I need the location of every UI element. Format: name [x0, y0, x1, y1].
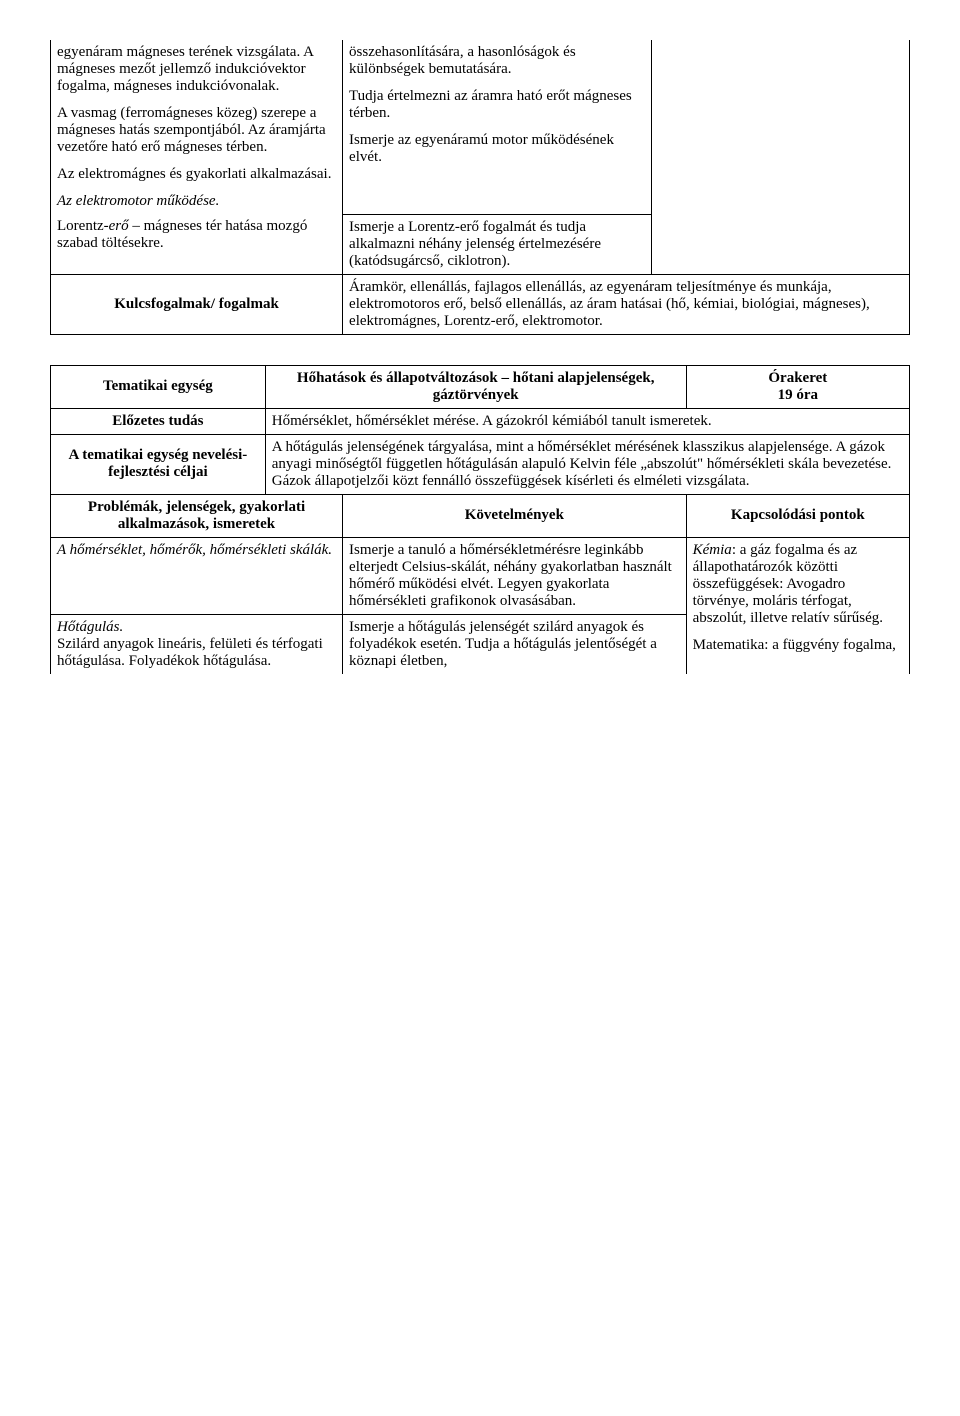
col-header-requirements: Követelmények: [343, 494, 687, 537]
text: A tematikai egység nevelési-fejlesztési …: [69, 447, 248, 480]
text-italic: Hőtágulás.: [57, 619, 123, 635]
text: Problémák, jelenségek, gyakorlati alkalm…: [88, 499, 305, 532]
col-header-problems: Problémák, jelenségek, gyakorlati alkalm…: [51, 494, 343, 537]
text-italic: Az elektromotor működése.: [57, 193, 219, 209]
prior-knowledge-label: Előzetes tudás: [51, 408, 266, 434]
cell-requirement: Ismerje a hőtágulás jelenségét szilárd a…: [343, 614, 687, 674]
cell-links: Kémia: a gáz fogalma és az állapothatáro…: [686, 537, 909, 674]
table-row: A tematikai egység nevelési-fejlesztési …: [51, 434, 910, 494]
text: Órakeret: [768, 370, 827, 386]
cell-requirement: összehasonlítására, a hasonlóságok és kü…: [343, 40, 652, 214]
cell-requirement: Ismerje a Lorentz-erő fogalmát és tudja …: [343, 214, 652, 274]
text: Tudja értelmezni az áramra ható erőt mág…: [349, 88, 632, 121]
text: Matematika: [693, 637, 765, 653]
table-top: egyenáram mágneses terének vizsgálata. A…: [50, 40, 910, 335]
table-row: Tematikai egység Hőhatások és állapotvál…: [51, 365, 910, 408]
text-italic: Kémia: [693, 542, 732, 558]
cell-topic: Hőtágulás. Szilárd anyagok lineáris, fel…: [51, 614, 343, 674]
text-plain: Lorentz-: [57, 218, 109, 234]
text: Ismerje a hőtágulás jelenségét szilárd a…: [349, 619, 657, 669]
table-row: Kulcsfogalmak/ fogalmak Áramkör, ellenál…: [51, 274, 910, 334]
text: Áramkör, ellenállás, fajlagos ellenállás…: [349, 279, 870, 329]
text-italic: A hőmérséklet, hőmérők, hőmérsékleti ská…: [57, 542, 332, 558]
text: A hőtágulás jelenségének tárgyalása, min…: [272, 439, 892, 489]
thematic-unit-title: Hőhatások és állapotváltozások – hőtani …: [265, 365, 686, 408]
key-concepts-text: Áramkör, ellenállás, fajlagos ellenállás…: [343, 274, 910, 334]
goals-text: A hőtágulás jelenségének tárgyalása, min…: [265, 434, 909, 494]
cell-topic: Lorentz-erő – mágneses tér hatása mozgó …: [51, 214, 343, 274]
text: összehasonlítására, a hasonlóságok és kü…: [349, 44, 576, 77]
text: Hőmérséklet, hőmérséklet mérése. A gázok…: [272, 413, 712, 429]
text: 19 óra: [778, 387, 818, 403]
prior-knowledge-text: Hőmérséklet, hőmérséklet mérése. A gázok…: [265, 408, 909, 434]
cell-links: [652, 40, 910, 274]
text: Tematikai egység: [103, 378, 213, 394]
text: Az elektromágnes és gyakorlati alkalmazá…: [57, 166, 331, 182]
table-row: A hőmérséklet, hőmérők, hőmérsékleti ská…: [51, 537, 910, 614]
lorentz-term: Lorentz-erő: [57, 218, 129, 234]
table-row: egyenáram mágneses terének vizsgálata. A…: [51, 40, 910, 214]
text: Előzetes tudás: [112, 413, 203, 429]
cell-topic: A hőmérséklet, hőmérők, hőmérsékleti ská…: [51, 537, 343, 614]
text: Szilárd anyagok lineáris, felületi és té…: [57, 636, 323, 669]
table-row: Problémák, jelenségek, gyakorlati alkalm…: [51, 494, 910, 537]
cell-requirement: Ismerje a tanuló a hőmérsékletmérésre le…: [343, 537, 687, 614]
text: : a függvény fogalma,: [764, 637, 896, 653]
text: A vasmag (ferromágneses közeg) szerepe a…: [57, 105, 326, 155]
text: Kulcsfogalmak/ fogalmak: [114, 296, 279, 312]
key-concepts-label: Kulcsfogalmak/ fogalmak: [51, 274, 343, 334]
text: Ismerje az egyenáramú motor működésének …: [349, 132, 614, 165]
goals-label: A tematikai egység nevelési-fejlesztési …: [51, 434, 266, 494]
text: Kapcsolódási pontok: [731, 507, 865, 523]
cell-topic: egyenáram mágneses terének vizsgálata. A…: [51, 40, 343, 214]
text: Követelmények: [465, 507, 564, 523]
text: Hőhatások és állapotváltozások – hőtani …: [297, 370, 655, 403]
col-header-links: Kapcsolódási pontok: [686, 494, 909, 537]
thematic-unit-label: Tematikai egység: [51, 365, 266, 408]
timeframe: Órakeret 19 óra: [686, 365, 909, 408]
text: egyenáram mágneses terének vizsgálata. A…: [57, 44, 313, 94]
table-bottom: Tematikai egység Hőhatások és állapotvál…: [50, 365, 910, 674]
table-row: Előzetes tudás Hőmérséklet, hőmérséklet …: [51, 408, 910, 434]
text: Ismerje a Lorentz-erő fogalmát és tudja …: [349, 219, 601, 269]
spacer: [50, 335, 910, 365]
text: Ismerje a tanuló a hőmérsékletmérésre le…: [349, 542, 672, 609]
text-italic: erő: [109, 218, 129, 234]
